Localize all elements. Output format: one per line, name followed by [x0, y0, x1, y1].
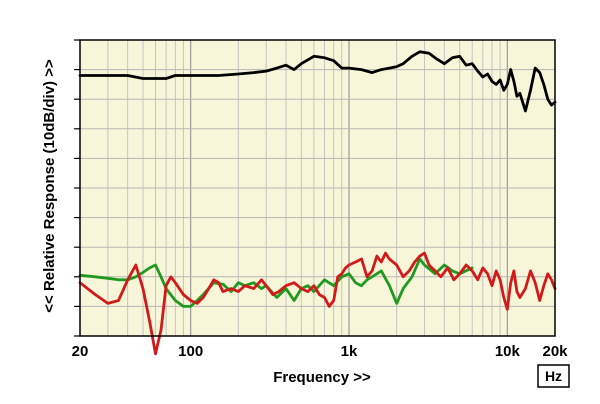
x-tick-label: 100: [178, 343, 203, 360]
x-tick-label: 1k: [341, 343, 358, 360]
series-line-3: [78, 251, 557, 356]
unit-box: [537, 364, 570, 388]
series-layer: [78, 50, 557, 356]
y-axis-ticks: [74, 39, 80, 337]
y-axis-title: << Relative Response (10dB/div) >>: [41, 59, 58, 313]
series-line-2: [78, 257, 474, 308]
x-tick-label: 20k: [542, 343, 568, 360]
series-line-1: [78, 50, 557, 113]
x-axis-title: Frequency >>: [273, 369, 371, 386]
x-axis-tick-labels: 20 100 1k 10k 20k: [72, 343, 569, 360]
unit-box-label: Hz: [545, 368, 562, 384]
plot-frame: [79, 39, 556, 337]
x-tick-label: 10k: [495, 343, 521, 360]
x-tick-label: 20: [72, 343, 89, 360]
